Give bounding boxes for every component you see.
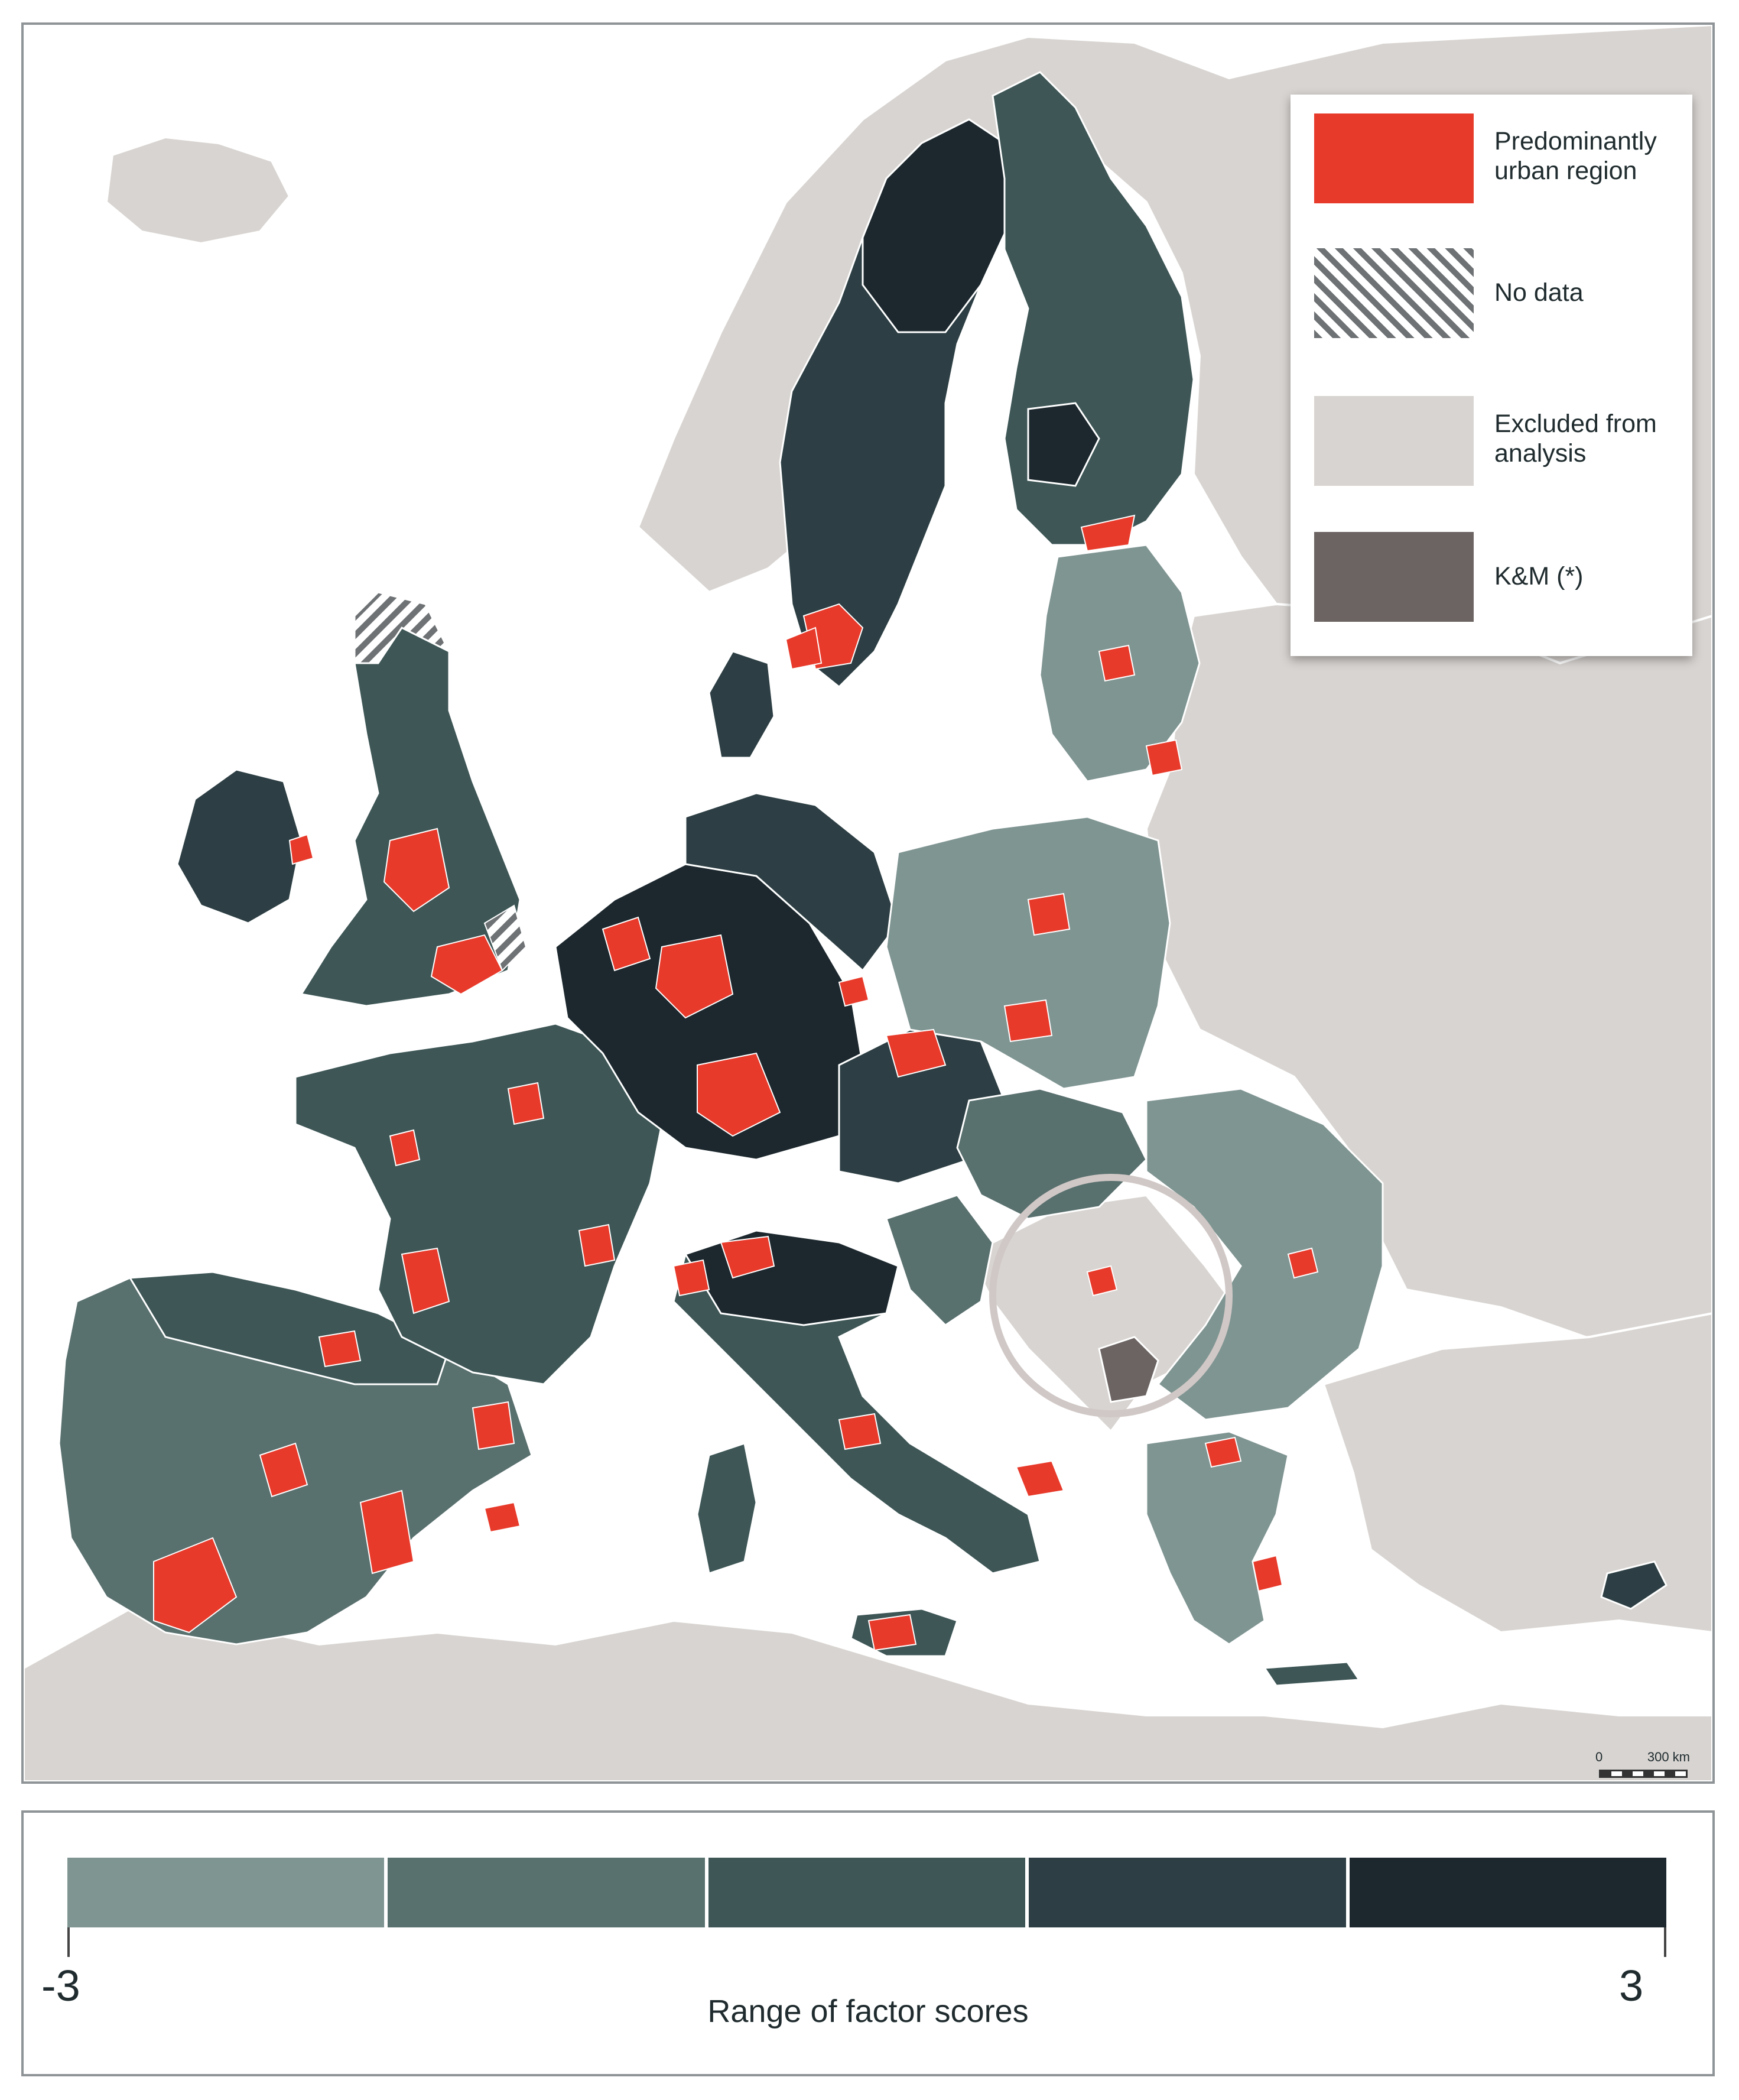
region-switzerland xyxy=(649,1170,769,1255)
urban-valencia xyxy=(359,1489,415,1575)
region-germany-north xyxy=(684,792,899,972)
scale-zero-label: 0 xyxy=(1595,1750,1603,1764)
region-finland-dark xyxy=(1027,402,1100,487)
region-km xyxy=(1098,1336,1159,1403)
region-sardinia xyxy=(696,1442,758,1575)
score-class-3 xyxy=(708,1858,1026,1927)
score-class-5 xyxy=(1349,1858,1667,1927)
turkey xyxy=(1322,1312,1712,1634)
iceland xyxy=(105,135,291,245)
factor-score-legend: -3 3 Range of factor scores xyxy=(21,1810,1715,2076)
legend-swatch-urban xyxy=(1314,113,1474,203)
urban-barcelona xyxy=(472,1401,515,1450)
scale-line xyxy=(1599,1770,1688,1778)
legend-swatch-excluded xyxy=(1314,396,1474,486)
region-uk xyxy=(300,627,521,1007)
urban-randstad xyxy=(602,916,651,972)
region-crete xyxy=(1263,1661,1361,1687)
urban-berlin xyxy=(838,975,870,1007)
scale-max-label: 300 km xyxy=(1647,1750,1690,1764)
urban-rome xyxy=(838,1413,882,1450)
region-scotland-nodata xyxy=(353,591,451,664)
urban-paris xyxy=(507,1082,545,1125)
urban-belgrade xyxy=(1086,1265,1118,1297)
score-min-label: -3 xyxy=(41,1961,80,2010)
urban-rhine-main xyxy=(697,1052,781,1137)
scale-bar: 0 300 km xyxy=(1595,1750,1690,1781)
urban-brittany xyxy=(389,1129,421,1167)
score-tick-min xyxy=(67,1927,70,1957)
map-legend: Predominantly urban region No data Exclu… xyxy=(1291,95,1692,656)
legend-item-excluded: Excluded from analysis xyxy=(1314,396,1681,486)
legend-label-no-data: No data xyxy=(1494,278,1584,307)
urban-bucharest xyxy=(1287,1247,1319,1279)
region-france xyxy=(294,1023,663,1385)
urban-bordeaux xyxy=(401,1247,450,1314)
urban-dublin xyxy=(288,833,314,865)
region-iberia-north xyxy=(128,1271,450,1385)
urban-prague xyxy=(885,1028,947,1078)
urban-sicily xyxy=(867,1614,917,1651)
urban-naples xyxy=(1015,1460,1065,1498)
europe-map xyxy=(24,25,1712,1781)
score-class-4 xyxy=(1029,1858,1346,1927)
urban-london xyxy=(430,934,503,995)
urban-turin xyxy=(672,1259,710,1297)
legend-label-urban: Predominantly urban region xyxy=(1494,127,1657,185)
region-no-data-east xyxy=(483,904,527,972)
region-slovenia-croatia xyxy=(885,1194,994,1326)
urban-regions xyxy=(153,514,1319,1651)
urban-ruhr xyxy=(655,934,734,1019)
legend-label-excluded: Excluded from analysis xyxy=(1494,410,1657,468)
region-cyprus xyxy=(1600,1560,1668,1610)
legend-item-km: K&M (*) xyxy=(1314,532,1681,622)
eu-regions xyxy=(58,71,1668,1687)
urban-riga xyxy=(1098,644,1136,682)
score-max-label: 3 xyxy=(1619,1961,1644,2010)
legend-swatch-km xyxy=(1314,532,1474,622)
score-scale-title: Range of factor scores xyxy=(707,1994,1029,2029)
urban-madrid xyxy=(259,1442,308,1498)
region-ireland xyxy=(176,768,303,924)
urban-bilbao xyxy=(318,1330,362,1368)
urban-lyon xyxy=(578,1223,616,1267)
region-hungary-slovakia xyxy=(956,1088,1148,1220)
region-denmark xyxy=(708,650,775,759)
km-highlight-circle xyxy=(989,1174,1233,1417)
score-class-2 xyxy=(388,1858,705,1927)
score-color-bar xyxy=(67,1858,1667,1927)
urban-vilnius xyxy=(1145,739,1183,777)
region-greece xyxy=(1145,1430,1289,1645)
urban-andalusia xyxy=(153,1537,238,1634)
region-poland xyxy=(885,816,1171,1090)
score-tick-max xyxy=(1664,1927,1666,1957)
urban-gothenburg xyxy=(785,627,823,670)
urban-balearics xyxy=(483,1501,521,1533)
legend-item-no-data: No data xyxy=(1314,248,1681,338)
urban-warsaw xyxy=(1027,892,1071,936)
legend-swatch-no-data xyxy=(1314,248,1474,338)
urban-midlands xyxy=(383,827,450,913)
urban-helsinki xyxy=(1080,514,1136,552)
urban-silesia xyxy=(1003,999,1053,1043)
urban-athens xyxy=(1252,1554,1283,1592)
legend-item-urban: Predominantly urban region xyxy=(1314,113,1681,203)
map-frame: Predominantly urban region No data Exclu… xyxy=(21,22,1715,1784)
legend-label-km: K&M (*) xyxy=(1494,562,1584,590)
urban-milan xyxy=(720,1235,775,1279)
north-africa xyxy=(24,1607,1712,1781)
score-class-1 xyxy=(67,1858,385,1927)
urban-thessaloniki xyxy=(1204,1436,1242,1468)
